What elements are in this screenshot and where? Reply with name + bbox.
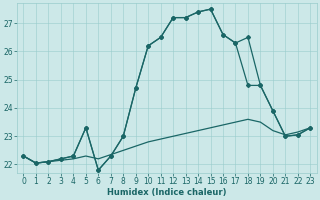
X-axis label: Humidex (Indice chaleur): Humidex (Indice chaleur) xyxy=(107,188,227,197)
